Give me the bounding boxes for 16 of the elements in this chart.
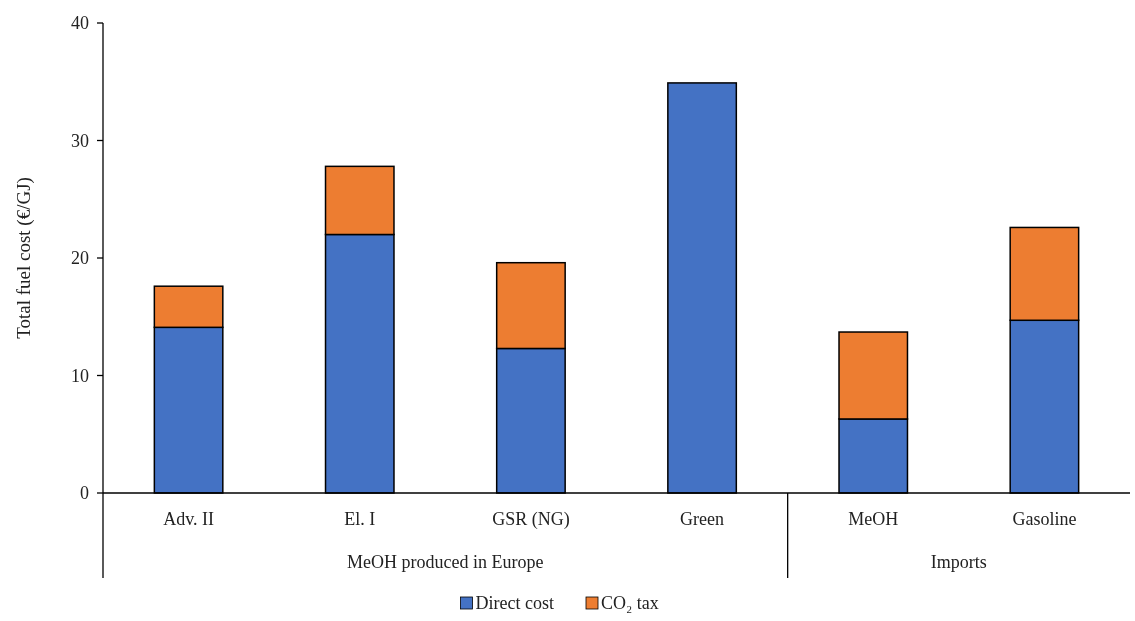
legend-label: Direct cost bbox=[475, 593, 554, 613]
x-tick-label: Adv. II bbox=[163, 509, 214, 529]
y-tick-label: 40 bbox=[71, 13, 89, 34]
y-tick-label: 30 bbox=[71, 130, 89, 151]
x-tick-label: MeOH bbox=[848, 509, 899, 529]
text: Imports bbox=[930, 552, 987, 572]
text: MeOH produced in Europe bbox=[347, 552, 544, 572]
y-tick-label: 10 bbox=[71, 365, 89, 386]
y-axis-title: Total fuel cost (€/GJ) bbox=[13, 177, 35, 339]
y-tick-label: 20 bbox=[71, 248, 89, 269]
x-tick-label: GSR (NG) bbox=[492, 509, 570, 530]
x-tick-label: Gasoline bbox=[1012, 509, 1077, 529]
x-tick-label: Green bbox=[680, 509, 725, 529]
y-tick-label: 0 bbox=[80, 483, 89, 504]
x-tick-label: El. I bbox=[344, 509, 376, 529]
legend-label: CO₂ tax bbox=[601, 593, 659, 613]
